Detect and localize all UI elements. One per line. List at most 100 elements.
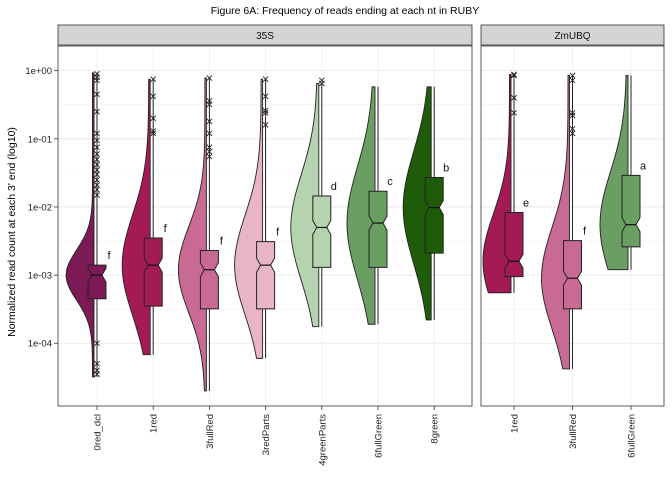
outlier-point (150, 128, 157, 134)
outlier-point (94, 340, 100, 347)
outlier-point (318, 80, 325, 87)
significance-letter: f (107, 250, 111, 262)
y-tick-label: 1e-02 (28, 202, 52, 213)
panel-35s: 35S f 0red_dcl f 1red f 3fullRed f 3redParts d 4gr… (57, 24, 473, 466)
outlier-point (569, 72, 576, 79)
x-tick-label: 3redParts (261, 414, 272, 455)
outlier-point (206, 101, 213, 108)
box (143, 237, 163, 307)
outlier-point (262, 109, 269, 116)
box (256, 241, 276, 310)
significance-letter: f (276, 227, 280, 239)
outlier-point (94, 77, 100, 84)
outlier-point (262, 93, 269, 100)
x-tick-label: 4greenParts (317, 414, 328, 466)
x-tick-label: 8green (430, 414, 441, 444)
y-tick-label: 1e+00 (25, 66, 52, 77)
outlier-point (94, 144, 100, 151)
group-8green: b 8green (402, 86, 449, 444)
x-tick-label: 3fullRed (205, 414, 216, 449)
panels: 35S f 0red_dcl f 1red f 3fullRed f 3redParts d 4gr… (57, 24, 665, 466)
panel-strip (480, 24, 665, 46)
outlier-point (94, 130, 100, 137)
x-tick-label: 1red (510, 414, 521, 433)
group-3fullred: f 3fullRed (541, 72, 587, 449)
panel-strip-label: 35S (256, 31, 274, 42)
y-axis-label: Normalized read count at each 3' end (lo… (6, 127, 18, 337)
panel-border (480, 45, 665, 407)
outlier-point (94, 176, 100, 183)
violin (541, 75, 570, 370)
outlier-point (206, 144, 213, 151)
panel-background (58, 46, 472, 406)
group-3fullred: f 3fullRed (177, 75, 224, 449)
group-3redparts: f 3redParts (234, 76, 280, 455)
outlier-point (94, 161, 100, 168)
box (563, 240, 582, 310)
outlier-point (94, 137, 100, 144)
outlier-point (569, 109, 576, 116)
violin (599, 75, 629, 271)
panel-strip-label: ZmUBQ (554, 31, 590, 42)
outlier-point (94, 166, 100, 173)
y-axis: 1e+00 1e-01 1e-02 1e-03 1e-04 (25, 66, 58, 350)
box (312, 195, 332, 268)
outlier-point (206, 130, 213, 137)
box (368, 190, 388, 268)
panel-strip (57, 24, 473, 46)
significance-letter: f (220, 235, 224, 247)
violin (290, 82, 320, 328)
outlier-point (206, 153, 213, 160)
violin (346, 86, 376, 325)
outlier-point (94, 192, 100, 198)
x-tick-label: 0red_dcl (93, 414, 104, 450)
group-1red: f 1red (121, 76, 168, 433)
outlier-point (206, 118, 213, 125)
x-tick-label: 6fullGreen (627, 414, 638, 458)
chart-title: Figure 6A: Frequency of reads ending at … (211, 5, 479, 17)
violin (234, 78, 264, 359)
x-tick-label: 3fullRed (568, 414, 579, 449)
y-tick-label: 1e-04 (28, 339, 52, 350)
violin (177, 77, 207, 392)
violin (402, 86, 432, 321)
x-tick-label: 6fullGreen (374, 414, 385, 458)
box (424, 177, 444, 254)
outlier-point (262, 107, 269, 114)
outlier-point (94, 108, 100, 115)
outlier-point (150, 130, 157, 137)
significance-letter: a (640, 160, 647, 172)
outlier-point (206, 148, 213, 155)
outlier-point (511, 72, 517, 79)
outlier-point (511, 71, 517, 78)
box (621, 174, 641, 248)
y-tick-label: 1e-03 (28, 271, 52, 282)
group-1red: e 1red (482, 71, 529, 433)
outlier-point (262, 121, 269, 128)
significance-letter: b (443, 163, 449, 175)
group-0red_dcl: f 0red_dcl (65, 70, 111, 450)
outlier-point (511, 94, 517, 101)
outlier-point (94, 186, 100, 193)
outlier-point (150, 93, 157, 100)
violin (65, 72, 95, 378)
outlier-point (569, 125, 576, 132)
violin (121, 78, 151, 356)
outlier-point (206, 75, 213, 81)
outlier-point (150, 115, 157, 122)
box (87, 264, 107, 300)
group-4greenparts: d 4greenParts (290, 77, 337, 466)
outlier-point (511, 109, 517, 116)
x-tick-label: 1red (149, 414, 160, 433)
y-tick-label: 1e-01 (28, 134, 52, 145)
outlier-point (569, 112, 576, 119)
box (504, 211, 524, 278)
outlier-point (262, 76, 269, 83)
group-6fullgreen: a 6fullGreen (599, 75, 647, 458)
outlier-point (569, 77, 576, 84)
significance-letter: f (164, 223, 168, 235)
outlier-point (569, 130, 576, 137)
group-6fullgreen: c 6fullGreen (346, 86, 393, 458)
outlier-point (94, 151, 100, 157)
